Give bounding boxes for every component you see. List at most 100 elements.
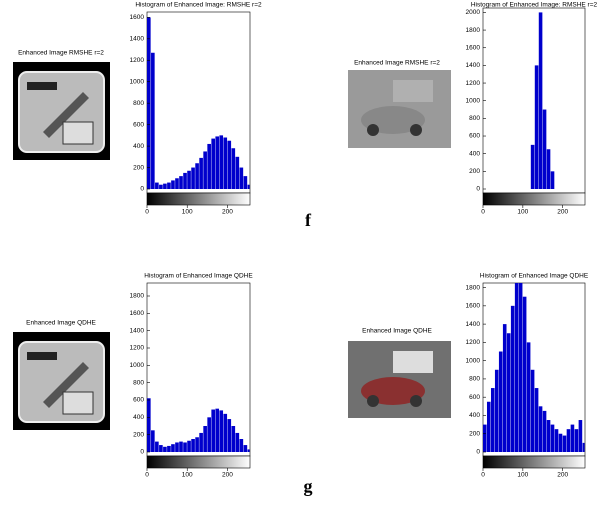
bar — [147, 398, 151, 452]
y-tick-label: 1800 — [466, 284, 481, 291]
bar — [211, 409, 215, 452]
chart-title: Histogram of Enhanced Image: RMSHE r=2 — [471, 2, 598, 9]
bar — [530, 369, 535, 452]
y-tick-label: 200 — [469, 168, 480, 175]
bar — [235, 156, 240, 189]
x-tick-label: 100 — [182, 209, 193, 216]
image-object — [393, 80, 433, 102]
bar — [199, 432, 203, 452]
bar — [175, 178, 179, 189]
y-tick-label: 600 — [469, 394, 480, 401]
bar — [203, 426, 207, 452]
bar — [558, 433, 563, 452]
bar — [187, 170, 191, 189]
y-tick-label: 600 — [133, 121, 144, 128]
bar — [542, 109, 547, 189]
bar — [538, 12, 543, 190]
image-title: Enhanced Image QDHE — [362, 328, 432, 335]
bar — [522, 296, 527, 452]
bar — [550, 171, 555, 189]
bar — [562, 435, 567, 452]
bar — [227, 140, 232, 189]
bar — [159, 184, 163, 189]
bar — [247, 449, 250, 452]
bar — [490, 388, 495, 452]
image-title: Enhanced Image RMSHE r=2 — [18, 50, 104, 57]
y-tick-label: 600 — [469, 133, 480, 140]
x-tick-label: 0 — [145, 209, 149, 216]
bar — [159, 445, 163, 452]
y-tick-label: 1800 — [466, 27, 481, 34]
bar — [195, 437, 199, 452]
bar — [227, 419, 232, 452]
y-tick-label: 1400 — [130, 36, 145, 43]
bar — [219, 135, 224, 189]
y-tick-label: 1000 — [130, 362, 145, 369]
bar — [163, 183, 167, 189]
bar — [510, 305, 515, 452]
bar — [151, 52, 155, 189]
bar — [167, 445, 171, 452]
y-tick-label: 1200 — [466, 80, 481, 87]
bar — [518, 283, 523, 452]
panel-label: g — [304, 476, 313, 496]
y-tick-label: 1600 — [466, 303, 481, 310]
y-tick-label: 0 — [476, 449, 480, 456]
image-object — [410, 124, 422, 136]
y-tick-label: 0 — [140, 449, 144, 456]
bar — [538, 406, 543, 452]
y-tick-label: 800 — [133, 100, 144, 107]
chart-title: Histogram of Enhanced Image QDHE — [480, 273, 589, 280]
bar — [247, 184, 250, 189]
bar — [534, 388, 539, 452]
bar — [179, 176, 183, 189]
bar — [215, 136, 220, 189]
bar — [243, 445, 248, 452]
bar — [546, 149, 551, 189]
y-tick-label: 1600 — [130, 310, 145, 317]
bar — [167, 182, 171, 189]
bar — [183, 442, 187, 452]
bar — [554, 429, 559, 452]
bar — [578, 420, 583, 452]
bar — [191, 167, 195, 189]
bar — [514, 283, 519, 452]
bar — [534, 65, 539, 189]
bar — [582, 442, 585, 452]
bar — [223, 413, 228, 452]
y-tick-label: 600 — [133, 397, 144, 404]
bar — [506, 333, 511, 452]
bar — [223, 137, 228, 189]
x-tick-label: 200 — [222, 472, 233, 479]
y-tick-label: 1600 — [466, 44, 481, 51]
colorbar — [482, 192, 586, 206]
bar — [199, 157, 203, 189]
y-tick-label: 1400 — [130, 327, 145, 334]
x-tick-label: 100 — [517, 209, 528, 216]
bar — [183, 172, 187, 189]
bar — [530, 144, 535, 189]
y-tick-label: 1400 — [466, 321, 481, 328]
y-tick-label: 1000 — [466, 97, 481, 104]
y-tick-label: 0 — [140, 186, 144, 193]
y-tick-label: 1200 — [130, 345, 145, 352]
image-object — [43, 362, 89, 408]
bar — [207, 417, 211, 452]
y-tick-label: 1800 — [130, 293, 145, 300]
colorbar — [146, 455, 251, 469]
bar — [187, 440, 191, 452]
x-tick-label: 200 — [557, 209, 568, 216]
bar — [235, 432, 240, 452]
panel-label: f — [305, 210, 312, 230]
image-object — [367, 124, 379, 136]
bar — [151, 430, 155, 452]
x-tick-label: 100 — [517, 472, 528, 479]
y-tick-label: 200 — [133, 431, 144, 438]
bar — [179, 441, 183, 452]
y-tick-label: 800 — [133, 379, 144, 386]
bar — [574, 429, 579, 452]
bar — [239, 167, 244, 189]
bar — [155, 182, 159, 189]
bar — [483, 424, 487, 452]
colorbar — [482, 455, 586, 469]
